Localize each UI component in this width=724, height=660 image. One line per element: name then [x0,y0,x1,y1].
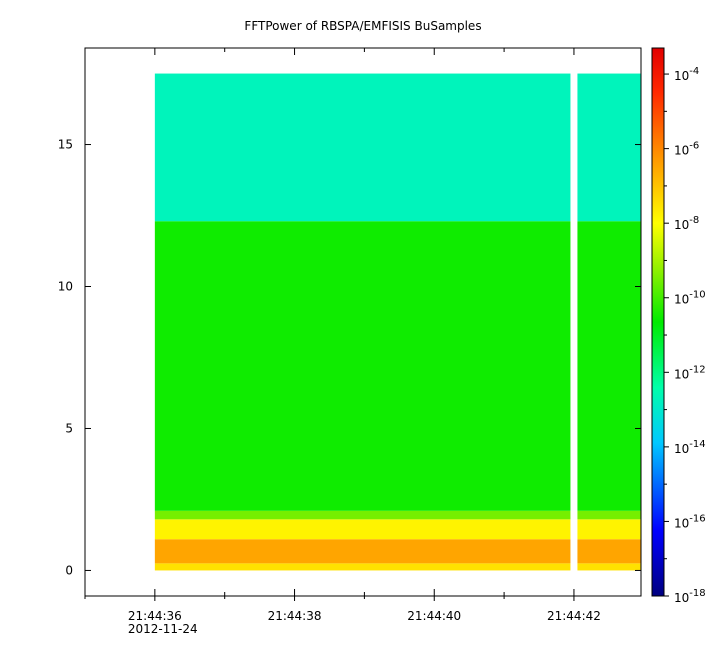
colorbar-tick-base: 10 [674,293,689,307]
colorbar-tick-exponent: -16 [689,513,705,524]
spectrogram-band [154,510,641,520]
colorbar-tick-label: 10-16 [674,513,706,530]
chart-title: FFTPower of RBSPA/EMFISIS BuSamples [244,19,481,33]
colorbar-tick-label: 10-10 [674,290,706,307]
colorbar-tick-exponent: -14 [689,439,705,450]
spectrogram-band [154,563,641,571]
colorbar-tick-exponent: -6 [689,141,699,152]
colorbar-tick-base: 10 [674,442,689,456]
colorbar-tick-base: 10 [674,69,689,83]
colorbar-tick-exponent: -18 [689,588,705,599]
spectrogram-band [154,221,641,511]
y-tick-label: 10 [58,280,73,294]
colorbar-tick-label: 10-6 [674,141,699,158]
colorbar-tick-label: 10-4 [674,66,699,83]
colorbar-tick-label: 10-8 [674,215,699,232]
colorbar-tick-base: 10 [674,218,689,232]
spectrogram-band [154,539,641,564]
colorbar-tick-label: 10-18 [674,588,706,605]
colorbar-tick-base: 10 [674,144,689,158]
colorbar-tick-label: 10-12 [674,364,706,381]
colorbar-tick-base: 10 [674,516,689,530]
x-tick-label: 21:44:40 [407,609,461,623]
colorbar-tick-label: 10-14 [674,439,706,456]
colorbar-tick-base: 10 [674,591,689,605]
x-tick-label: 21:44:38 [268,609,322,623]
colorbar-tick-exponent: -12 [689,364,705,375]
x-tick-label: 21:44:42 [547,609,601,623]
colorbar-tick-exponent: -4 [689,66,699,77]
spectrogram-band [154,519,641,540]
heatmap [154,72,641,572]
colorbar [651,47,665,597]
x-date-label: 2012-11-24 [128,622,198,636]
y-tick-label: 15 [58,138,73,152]
colorbar-tick-exponent: -10 [689,290,705,301]
x-tick-label: 21:44:36 [128,609,182,623]
spectrogram-band [154,73,641,222]
y-tick-label: 0 [65,563,73,577]
y-tick-label: 5 [65,421,73,435]
data-gap [570,72,578,572]
plot-frame [84,47,642,597]
colorbar-tick-exponent: -8 [689,215,699,226]
colorbar-tick-base: 10 [674,367,689,381]
